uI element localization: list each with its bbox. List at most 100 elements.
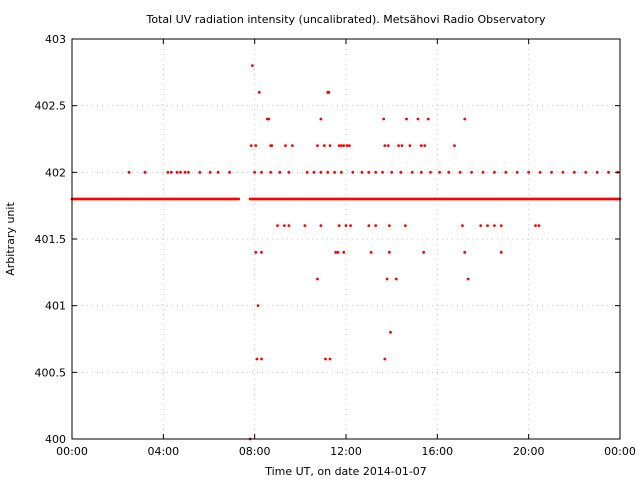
data-point xyxy=(383,357,387,361)
data-point xyxy=(267,117,271,121)
y-axis-label: Arbitrary unit xyxy=(4,202,17,276)
data-point xyxy=(607,170,610,174)
data-point xyxy=(187,170,190,174)
data-point xyxy=(284,144,287,148)
data-point xyxy=(253,170,257,174)
data-point xyxy=(322,144,326,148)
data-point xyxy=(399,170,403,174)
data-point xyxy=(400,144,404,148)
data-point xyxy=(127,170,131,174)
data-point xyxy=(385,277,389,281)
y-tick-label: 400.5 xyxy=(35,366,67,379)
data-point xyxy=(282,224,286,228)
data-point xyxy=(387,224,391,228)
data-point xyxy=(493,224,496,228)
data-point xyxy=(260,357,263,361)
ticks: 00:00 04:00 08:00 12:00 16:00 20:00 00:0040040… xyxy=(35,33,636,458)
data-point xyxy=(493,170,496,174)
data-point xyxy=(250,64,254,68)
data-point xyxy=(270,144,274,148)
data-point xyxy=(316,144,319,148)
data-point xyxy=(337,144,341,148)
grid xyxy=(72,39,620,439)
data-point xyxy=(340,170,343,174)
data-point xyxy=(287,170,291,174)
data-point xyxy=(595,170,599,174)
data-point xyxy=(344,224,348,228)
data-point xyxy=(466,277,470,281)
data-point xyxy=(340,144,343,148)
data-point xyxy=(305,170,309,174)
data-point xyxy=(515,170,519,174)
data-point xyxy=(499,224,503,228)
data-point xyxy=(463,250,467,254)
y-tick-label: 402.5 xyxy=(35,100,67,113)
data-point xyxy=(423,144,427,148)
data-point xyxy=(351,170,355,174)
data-point xyxy=(463,117,467,121)
data-point xyxy=(470,170,473,174)
data-point xyxy=(419,170,423,174)
data-point xyxy=(254,250,258,254)
data-point xyxy=(334,250,338,254)
data-point xyxy=(269,170,273,174)
data-point xyxy=(198,170,202,174)
data-point xyxy=(183,170,187,174)
data-point xyxy=(386,144,390,148)
data-point xyxy=(390,170,394,174)
x-tick-label: 16:00 xyxy=(421,445,453,458)
data-point xyxy=(328,357,332,361)
data-point xyxy=(216,170,220,174)
data-point xyxy=(504,170,508,174)
data-points xyxy=(70,64,622,441)
data-point xyxy=(303,224,307,228)
data-point xyxy=(324,357,327,361)
x-tick-label: 08:00 xyxy=(239,445,271,458)
data-point xyxy=(256,304,260,308)
y-tick-label: 401.5 xyxy=(35,233,67,246)
data-point xyxy=(179,170,182,174)
data-point xyxy=(550,170,553,174)
data-point xyxy=(367,170,371,174)
data-point xyxy=(260,250,263,254)
data-point xyxy=(228,170,231,174)
data-point xyxy=(326,170,330,174)
data-point xyxy=(319,224,323,228)
data-point xyxy=(397,144,400,148)
data-point xyxy=(287,224,291,228)
data-point xyxy=(426,117,430,121)
data-point xyxy=(276,224,279,228)
data-point xyxy=(349,224,352,228)
data-point xyxy=(538,170,542,174)
data-point xyxy=(394,277,398,281)
data-point xyxy=(175,170,179,174)
data-point xyxy=(537,224,541,228)
data-point xyxy=(572,170,576,174)
data-point xyxy=(408,144,412,148)
x-tick-label: 00:00 xyxy=(56,445,88,458)
data-point xyxy=(382,117,386,121)
data-point xyxy=(369,250,373,254)
data-point xyxy=(360,170,364,174)
data-point xyxy=(290,144,294,148)
data-point xyxy=(422,250,426,254)
data-point xyxy=(405,117,408,121)
y-tick-label: 401 xyxy=(45,300,66,313)
data-point xyxy=(345,144,349,148)
data-point xyxy=(381,170,384,174)
data-point xyxy=(328,144,332,148)
x-tick-label: 04:00 xyxy=(147,445,179,458)
data-point xyxy=(527,170,531,174)
data-point xyxy=(249,144,253,148)
data-point xyxy=(348,144,351,148)
data-point xyxy=(327,90,331,94)
x-axis-label: Time UT, on date 2014-01-07 xyxy=(264,465,427,478)
data-point xyxy=(419,144,423,148)
y-tick-label: 402 xyxy=(45,166,66,179)
data-point xyxy=(458,170,462,174)
data-point xyxy=(312,170,316,174)
data-point xyxy=(584,170,588,174)
data-point xyxy=(166,170,170,174)
data-point xyxy=(255,357,259,361)
